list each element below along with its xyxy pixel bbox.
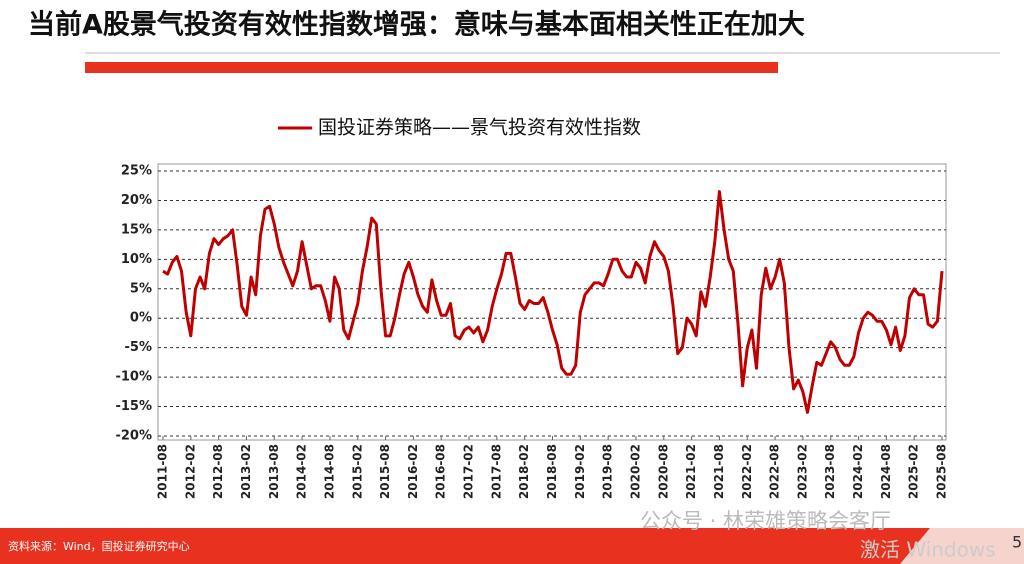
x-tick-label: 2014-02 [295,444,309,499]
x-tick-label: 2011-08 [156,444,170,499]
y-tick-label: 20% [121,193,152,208]
footer-corner [900,528,1024,564]
x-tick-label: 2015-02 [350,444,364,499]
legend-label: 国投证券策略——景气投资有效性指数 [318,117,641,139]
y-tick-label: -20% [115,429,152,444]
windows-activation: 激活 Windows [860,538,996,562]
x-tick-label: 2023-02 [795,444,809,499]
x-tick-label: 2021-08 [712,444,726,499]
data-line [162,190,944,414]
title-bar [85,62,778,73]
x-tick-label: 2014-08 [322,444,336,499]
x-tick-label: 2017-02 [462,444,476,499]
y-tick-label: -15% [115,399,152,414]
y-tick-label: -10% [115,370,152,385]
x-tick-label: 2019-02 [573,444,587,499]
y-tick-label: 0% [130,311,152,326]
x-tick-label: 2018-02 [517,444,531,499]
x-tick-label: 2013-08 [267,444,281,499]
x-tick-label: 2016-08 [434,444,448,499]
x-tick-label: 2025-02 [907,444,921,499]
x-tick-label: 2019-08 [601,444,615,499]
x-tick-label: 2024-02 [851,444,865,499]
y-tick-label: 15% [121,222,152,237]
y-tick-label: 25% [121,164,152,179]
plot-frame [157,163,947,441]
footer-band [0,528,930,564]
x-tick-label: 2016-02 [406,444,420,499]
x-tick-label: 2012-02 [183,444,197,499]
watermark: 公众号 · 林荣雄策略会客厅 [640,509,891,533]
x-tick-label: 2020-02 [628,444,642,499]
source-note: 资料来源：Wind，国投证券研究中心 [8,539,190,553]
x-tick-label: 2024-08 [879,444,893,499]
y-tick-label: 10% [121,252,152,267]
y-tick-label: 5% [130,281,152,296]
x-tick-label: 2018-08 [545,444,559,499]
page-number: 5 [1012,533,1022,552]
slide-title: 当前A股景气投资有效性指数增强：意味与基本面相关性正在加大 [28,9,805,41]
x-tick-label: 2023-08 [823,444,837,499]
x-tick-label: 2013-02 [239,444,253,499]
x-tick-label: 2025-08 [935,444,949,499]
x-tick-label: 2022-02 [740,444,754,499]
x-tick-label: 2022-08 [768,444,782,499]
x-tick-label: 2021-02 [684,444,698,499]
x-tick-label: 2020-08 [656,444,670,499]
y-tick-label: -5% [125,340,152,355]
x-tick-label: 2015-08 [378,444,392,499]
x-tick-label: 2017-08 [489,444,503,499]
x-tick-label: 2012-08 [211,444,225,499]
